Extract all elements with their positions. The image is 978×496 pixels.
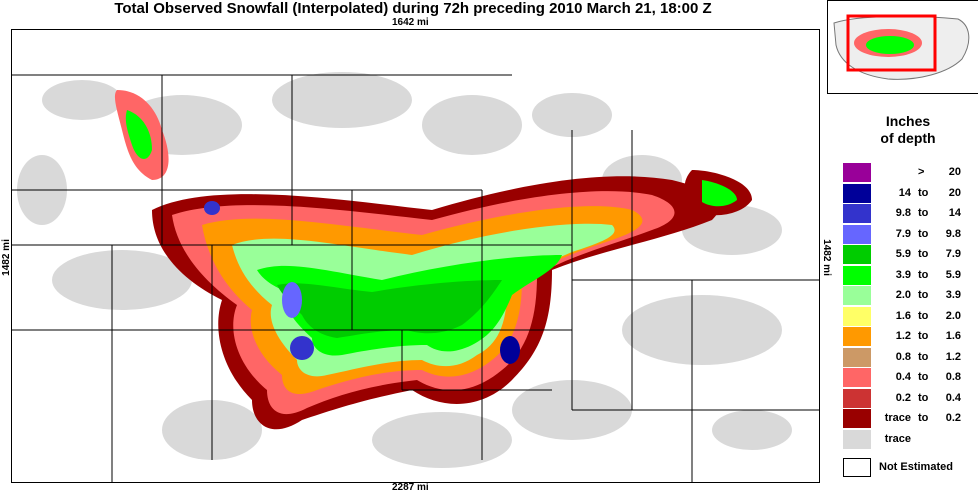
not-estimated-label: Not Estimated xyxy=(879,461,953,473)
legend-item: 3.9 to 5.9 xyxy=(843,265,973,287)
legend-low: trace xyxy=(884,432,911,445)
legend-high: 5.9 xyxy=(945,268,961,281)
legend-high: 20 xyxy=(948,166,961,178)
legend-title: Inches of depth xyxy=(848,113,968,147)
trace-areas xyxy=(17,72,792,468)
legend-to: to xyxy=(918,186,929,199)
snowfall-map-canvas xyxy=(12,72,819,482)
inset-extent-box xyxy=(846,14,937,72)
legend-title-line1: Inches xyxy=(885,113,931,129)
bottom-distance-label: 2287 mi xyxy=(392,482,429,493)
legend-item: 5.9 to 7.9 xyxy=(843,245,973,266)
legend-to: to xyxy=(918,330,929,342)
legend-to: to xyxy=(918,289,929,301)
legend-to: to xyxy=(918,350,929,363)
legend-low: 1.6 xyxy=(895,309,911,322)
legend-item: 0.4 to 0.8 xyxy=(843,368,973,389)
legend-high: 1.6 xyxy=(945,330,961,342)
snowfall-map[interactable] xyxy=(11,29,820,483)
legend-title-line2: of depth xyxy=(880,130,936,146)
legend-item: trace xyxy=(843,429,973,451)
legend-swatch xyxy=(843,224,871,244)
legend-low: 0.4 xyxy=(895,371,911,383)
legend: > 20 14 to 20 9.8 to 14 7.9 to 9.8 5.9 t… xyxy=(843,163,973,450)
legend-to: to xyxy=(918,207,929,219)
legend-swatch xyxy=(843,306,871,326)
map-title: Total Observed Snowfall (Interpolated) d… xyxy=(114,0,712,17)
legend-swatch xyxy=(843,183,871,203)
legend-to: to xyxy=(918,412,929,424)
legend-swatch xyxy=(843,163,871,182)
right-distance-label: 1482 mi xyxy=(820,239,832,276)
legend-to: to xyxy=(918,309,929,322)
legend-low: 5.9 xyxy=(895,248,911,260)
legend-to: > xyxy=(918,166,925,178)
legend-item: 0.8 to 1.2 xyxy=(843,347,973,369)
legend-swatch xyxy=(843,286,871,305)
legend-low: 2.0 xyxy=(895,289,911,301)
inset-locator-canvas xyxy=(833,14,970,80)
legend-low: 3.9 xyxy=(895,268,911,281)
legend-low: 1.2 xyxy=(895,330,911,342)
legend-item: 2.0 to 3.9 xyxy=(843,286,973,307)
legend-swatch xyxy=(843,204,871,223)
legend-swatch xyxy=(843,388,871,408)
legend-swatch xyxy=(843,409,871,428)
legend-low: 9.8 xyxy=(895,207,911,219)
not-estimated-swatch xyxy=(843,458,871,477)
legend-item: 7.9 to 9.8 xyxy=(843,224,973,246)
legend-to: to xyxy=(918,371,929,383)
legend-low: 0.2 xyxy=(895,391,911,404)
top-distance-label: 1642 mi xyxy=(392,17,429,28)
legend-high: 3.9 xyxy=(945,289,961,301)
legend-swatch xyxy=(843,347,871,367)
legend-swatch xyxy=(843,327,871,346)
legend-to: to xyxy=(918,248,929,260)
legend-low: 14 xyxy=(898,186,911,199)
legend-item: 14 to 20 xyxy=(843,183,973,205)
legend-item: 0.2 to 0.4 xyxy=(843,388,973,410)
legend-high: 14 xyxy=(948,207,961,219)
legend-high: 2.0 xyxy=(945,309,961,322)
legend-low: 7.9 xyxy=(895,227,911,240)
legend-item: 1.2 to 1.6 xyxy=(843,327,973,348)
inset-locator-map xyxy=(827,0,978,94)
legend-swatch xyxy=(843,265,871,285)
legend-low: trace xyxy=(884,412,911,424)
legend-swatch xyxy=(843,245,871,264)
legend-low: 0.8 xyxy=(895,350,911,363)
legend-high: 20 xyxy=(948,186,961,199)
legend-high: 1.2 xyxy=(945,350,961,363)
legend-swatch xyxy=(843,429,871,449)
legend-item: 9.8 to 14 xyxy=(843,204,973,225)
legend-to: to xyxy=(918,268,929,281)
legend-item: 1.6 to 2.0 xyxy=(843,306,973,328)
legend-item: > 20 xyxy=(843,163,973,184)
legend-high: 0.2 xyxy=(945,412,961,424)
legend-item: trace to 0.2 xyxy=(843,409,973,430)
legend-high: 0.8 xyxy=(945,371,961,383)
legend-to: to xyxy=(918,391,929,404)
legend-to: to xyxy=(918,227,929,240)
legend-high: 0.4 xyxy=(945,391,961,404)
legend-high: 7.9 xyxy=(945,248,961,260)
state-boundaries xyxy=(12,74,819,482)
legend-high: 9.8 xyxy=(945,227,961,240)
legend-swatch xyxy=(843,368,871,387)
